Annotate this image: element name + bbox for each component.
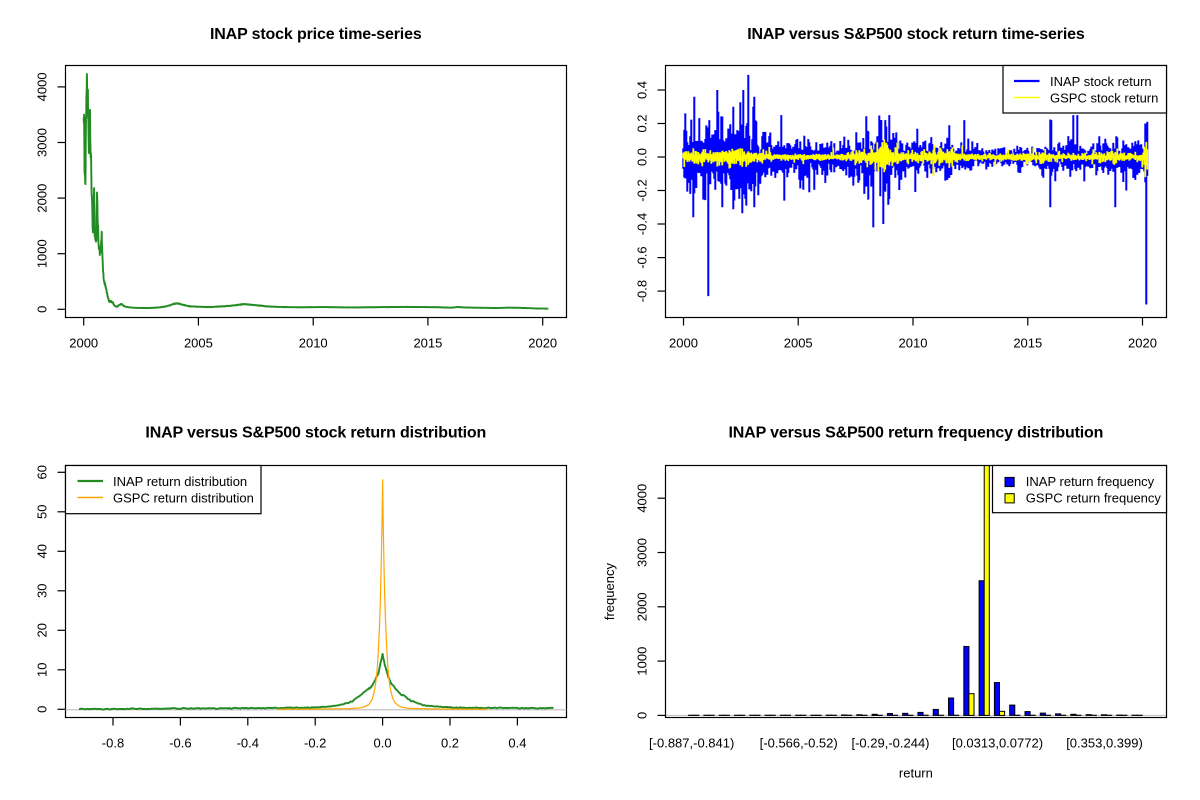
svg-text:1000: 1000 [635,647,650,676]
svg-text:0.2: 0.2 [441,736,459,751]
svg-text:4000: 4000 [35,72,50,101]
svg-text:0.0: 0.0 [374,736,392,751]
svg-text:GSPC return distribution: GSPC return distribution [113,490,254,505]
svg-text:-0.8: -0.8 [102,736,124,751]
svg-text:50: 50 [35,505,50,519]
svg-text:-0.6: -0.6 [635,246,650,268]
svg-text:2005: 2005 [784,336,813,351]
svg-text:0.2: 0.2 [635,114,650,132]
svg-text:[-0.887,-0.841): [-0.887,-0.841) [649,736,734,751]
svg-text:2000: 2000 [35,184,50,213]
svg-text:-0.2: -0.2 [635,179,650,201]
svg-text:[0.0313,0.0772): [0.0313,0.0772) [952,736,1043,751]
svg-text:2015: 2015 [1013,336,1042,351]
svg-text:1000: 1000 [35,239,50,268]
svg-text:0.4: 0.4 [635,81,650,99]
svg-text:GSPC stock return: GSPC stock return [1050,90,1158,105]
svg-text:[-0.566,-0.52): [-0.566,-0.52) [760,736,838,751]
svg-text:0: 0 [635,712,650,719]
svg-text:GSPC return frequency: GSPC return frequency [1026,490,1162,505]
svg-text:0.0: 0.0 [635,148,650,166]
svg-text:INAP versus S&P500 stock retur: INAP versus S&P500 stock return distribu… [145,424,486,441]
svg-text:INAP versus S&P500 return freq: INAP versus S&P500 return frequency dist… [728,424,1103,441]
svg-text:0: 0 [35,706,50,713]
svg-text:return: return [899,766,933,781]
svg-text:60: 60 [35,465,50,479]
svg-text:2020: 2020 [528,336,557,351]
svg-text:INAP return distribution: INAP return distribution [113,474,247,489]
svg-text:-0.4: -0.4 [237,736,259,751]
svg-text:2010: 2010 [899,336,928,351]
svg-text:2010: 2010 [299,336,328,351]
svg-text:20: 20 [35,623,50,637]
svg-text:[-0.29,-0.244): [-0.29,-0.244) [851,736,929,751]
svg-text:-0.4: -0.4 [635,213,650,235]
svg-text:3000: 3000 [635,538,650,567]
svg-text:INAP return frequency: INAP return frequency [1026,474,1155,489]
svg-text:30: 30 [35,584,50,598]
svg-text:2000: 2000 [69,336,98,351]
svg-text:40: 40 [35,544,50,558]
svg-text:frequency: frequency [602,563,617,621]
svg-text:4000: 4000 [635,484,650,513]
svg-text:2000: 2000 [669,336,698,351]
svg-text:INAP stock price time-series: INAP stock price time-series [210,26,422,43]
svg-text:INAP stock return: INAP stock return [1050,74,1152,89]
svg-text:2000: 2000 [635,592,650,621]
svg-text:[0.353,0.399): [0.353,0.399) [1066,736,1143,751]
svg-text:2005: 2005 [184,336,213,351]
svg-text:10: 10 [35,663,50,677]
svg-text:0: 0 [35,306,50,313]
svg-text:2020: 2020 [1128,336,1157,351]
svg-text:-0.6: -0.6 [169,736,191,751]
svg-text:0.4: 0.4 [508,736,526,751]
svg-text:3000: 3000 [35,128,50,157]
svg-text:INAP versus S&P500 stock retur: INAP versus S&P500 stock return time-ser… [747,26,1085,43]
svg-text:-0.2: -0.2 [304,736,326,751]
svg-text:-0.8: -0.8 [635,280,650,302]
svg-text:2015: 2015 [413,336,442,351]
